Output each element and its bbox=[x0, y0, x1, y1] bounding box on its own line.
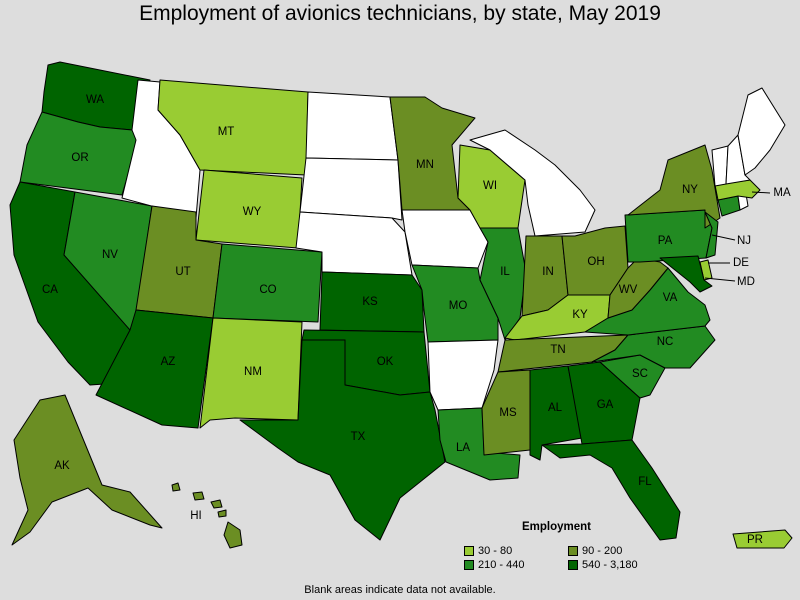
label-PR: PR bbox=[747, 534, 763, 546]
label-MN: MN bbox=[416, 159, 434, 171]
state-MI[interactable] bbox=[469, 129, 596, 237]
label-MT: MT bbox=[218, 126, 235, 138]
state-HI-island[interactable] bbox=[192, 491, 205, 501]
state-MN[interactable] bbox=[389, 96, 476, 211]
label-NM: NM bbox=[244, 366, 262, 378]
label-IN: IN bbox=[542, 266, 554, 278]
state-NC[interactable] bbox=[591, 325, 716, 369]
label-HI: HI bbox=[190, 510, 202, 522]
legend-label: 30 - 80 bbox=[478, 545, 513, 557]
label-IL: IL bbox=[500, 266, 510, 278]
label-CA: CA bbox=[42, 284, 58, 296]
state-CO[interactable] bbox=[212, 243, 323, 323]
state-TX[interactable] bbox=[239, 339, 446, 541]
label-UT: UT bbox=[175, 266, 190, 278]
state-HI-island[interactable] bbox=[217, 509, 227, 518]
state-SD[interactable] bbox=[299, 157, 403, 221]
state-labels: WA OR CA NV MT WY UT AZ CO NM KS OK TX M… bbox=[42, 94, 791, 546]
label-DE: DE bbox=[733, 257, 749, 269]
footnote: Blank areas indicate data not available. bbox=[304, 584, 496, 596]
state-KS[interactable] bbox=[319, 271, 425, 333]
legend-item-30-80: 30 - 80 bbox=[464, 545, 568, 557]
legend-swatch bbox=[464, 546, 474, 556]
label-WA: WA bbox=[86, 94, 104, 106]
label-OR: OR bbox=[71, 152, 88, 164]
legend: Employment 30 - 80 90 - 200 210 - 440 54… bbox=[464, 521, 664, 571]
legend-item-90-200: 90 - 200 bbox=[568, 545, 668, 557]
label-OK: OK bbox=[377, 356, 394, 368]
label-NV: NV bbox=[102, 249, 118, 261]
legend-swatch bbox=[568, 560, 578, 570]
label-TN: TN bbox=[550, 344, 565, 356]
label-PA: PA bbox=[658, 235, 673, 247]
state-NY[interactable] bbox=[627, 144, 721, 229]
label-OH: OH bbox=[587, 256, 604, 268]
state-HI-island[interactable] bbox=[171, 482, 181, 492]
legend-swatch bbox=[464, 560, 474, 570]
state-ND[interactable] bbox=[305, 91, 399, 161]
state-NJ[interactable] bbox=[704, 211, 719, 259]
legend-swatch bbox=[568, 546, 578, 556]
label-WY: WY bbox=[243, 206, 262, 218]
label-NY: NY bbox=[682, 184, 698, 196]
label-MS: MS bbox=[499, 407, 517, 419]
label-NC: NC bbox=[657, 336, 674, 348]
label-TX: TX bbox=[351, 431, 366, 443]
legend-label: 540 - 3,180 bbox=[582, 559, 638, 571]
state-HI-island[interactable] bbox=[210, 499, 223, 509]
label-MD: MD bbox=[737, 276, 755, 288]
map-title: Employment of avionics technicians, by s… bbox=[139, 2, 661, 25]
state-GA[interactable] bbox=[567, 361, 641, 445]
state-PR[interactable] bbox=[732, 529, 793, 549]
legend-label: 90 - 200 bbox=[582, 545, 623, 557]
state-NM[interactable] bbox=[199, 317, 303, 429]
state-HI[interactable] bbox=[223, 521, 243, 549]
state-AK[interactable] bbox=[11, 394, 163, 546]
label-SC: SC bbox=[632, 368, 648, 380]
state-FL[interactable] bbox=[541, 439, 681, 541]
label-LA: LA bbox=[456, 442, 470, 454]
legend-item-210-440: 210 - 440 bbox=[464, 559, 568, 571]
label-WV: WV bbox=[619, 284, 638, 296]
legend-label: 210 - 440 bbox=[478, 559, 525, 571]
label-MA: MA bbox=[773, 187, 791, 199]
legend-item-540-3180: 540 - 3,180 bbox=[568, 559, 668, 571]
label-CO: CO bbox=[259, 284, 276, 296]
state-MD[interactable] bbox=[659, 255, 713, 293]
label-MO: MO bbox=[449, 300, 468, 312]
state-WV[interactable] bbox=[607, 257, 669, 319]
label-FL: FL bbox=[638, 476, 652, 488]
label-WI: WI bbox=[483, 180, 497, 192]
state-ME[interactable] bbox=[737, 87, 786, 176]
label-KS: KS bbox=[362, 296, 378, 308]
label-KY: KY bbox=[572, 309, 588, 321]
label-GA: GA bbox=[597, 399, 614, 411]
legend-title: Employment bbox=[522, 521, 592, 533]
label-NJ: NJ bbox=[737, 235, 751, 247]
label-leader-lines bbox=[704, 191, 771, 282]
label-AZ: AZ bbox=[161, 356, 176, 368]
label-VA: VA bbox=[663, 292, 678, 304]
state-MS[interactable] bbox=[481, 369, 531, 456]
state-VT[interactable] bbox=[711, 145, 729, 187]
label-AL: AL bbox=[548, 402, 563, 414]
label-AK: AK bbox=[54, 460, 70, 472]
